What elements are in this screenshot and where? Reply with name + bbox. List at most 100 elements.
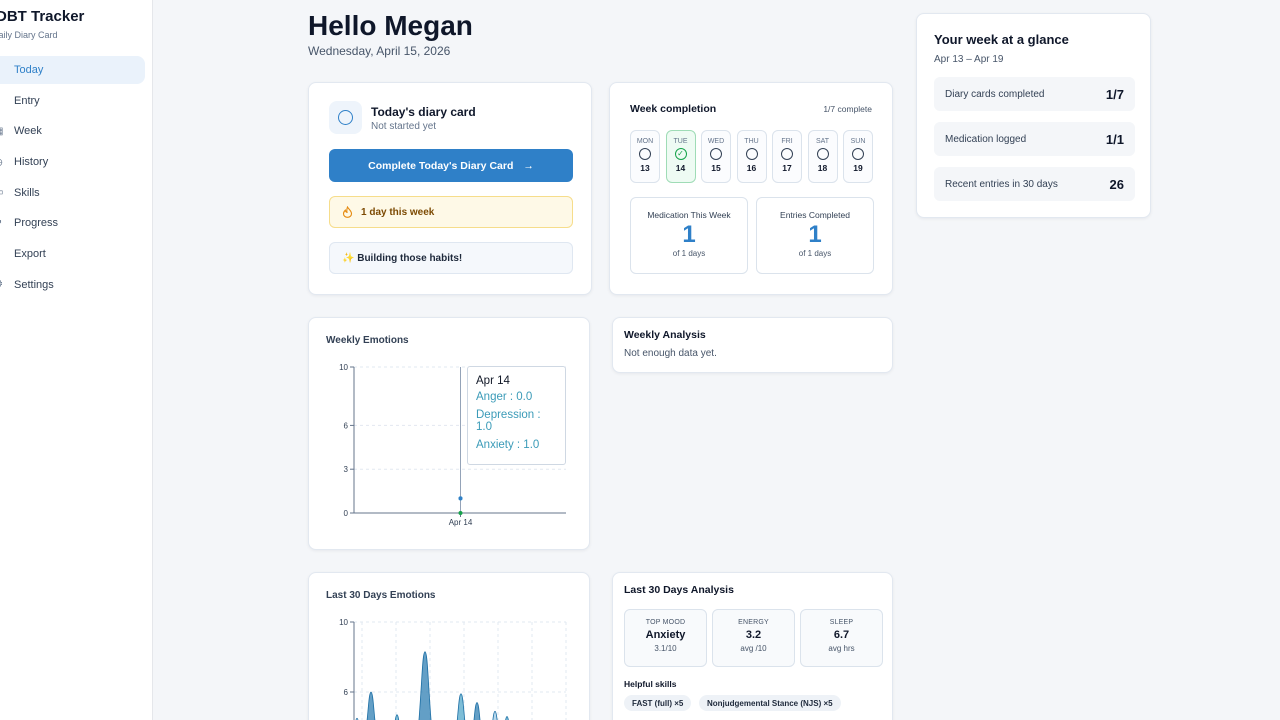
day-thu[interactable]: THU 16 <box>736 130 767 183</box>
day-name: THU <box>744 138 759 145</box>
sidebar-item-label: Progress <box>14 217 59 230</box>
monthly-emotions-panel: Last 30 Days Emotions 6 10 <box>308 572 590 720</box>
app-title: DBT Tracker <box>0 8 85 25</box>
sidebar-item-label: History <box>14 156 49 169</box>
sidebar-item-today[interactable]: ⌂ Today <box>0 56 145 84</box>
sidebar-item-label: Skills <box>14 186 40 199</box>
day-sat[interactable]: SAT 18 <box>807 130 838 183</box>
day-sun[interactable]: SUN 19 <box>843 130 873 183</box>
y-tick-label: 10 <box>339 363 348 372</box>
day-number: 18 <box>817 163 828 173</box>
chart-tooltip: Apr 14 Anger : 0.0 Depression : 1.0 Anxi… <box>467 366 566 465</box>
day-wed[interactable]: WED 15 <box>701 130 731 183</box>
sidebar-item-skills[interactable]: ▭ Skills <box>0 179 145 207</box>
sidebar-item-week[interactable]: ▦ Week <box>0 117 145 145</box>
skill-tag: Nonjudgemental Stance (NJS) ×5 <box>699 695 841 711</box>
day-number: 14 <box>675 163 686 173</box>
area-peak <box>394 714 400 720</box>
sidebar-item-export[interactable]: < Export <box>0 240 145 268</box>
area-peak <box>366 691 376 720</box>
day-name: MON <box>636 138 654 145</box>
circle-icon <box>816 148 829 160</box>
week-days: MON 13 TUE ✓ 14 WED 15 THU 16 FRI 17 SAT 18 SUN 19 <box>630 130 873 183</box>
day-number: 16 <box>746 163 757 173</box>
day-fri[interactable]: FRI 17 <box>772 130 802 183</box>
monthly-emotions-title: Last 30 Days Emotions <box>326 590 436 601</box>
day-name: TUE <box>673 138 688 145</box>
entries-label: Entries Completed <box>780 210 850 220</box>
data-point-anxiety <box>458 496 463 501</box>
area-peak <box>473 702 481 720</box>
gear-icon: ⚙ <box>0 279 8 290</box>
brand: DBT Tracker Daily Diary Card <box>0 8 84 40</box>
weekly-analysis-panel: Weekly Analysis Not enough data yet. <box>612 317 893 373</box>
glance-range: Apr 13 – Apr 19 <box>934 54 1004 65</box>
day-number: 13 <box>640 163 650 173</box>
y-tick-label: 6 <box>344 688 349 697</box>
tooltip-row-anxiety: Anxiety : 1.0 <box>476 439 540 451</box>
glance-row-value: 1/7 <box>1105 86 1124 102</box>
home-icon: ⌂ <box>0 65 8 76</box>
glance-row: Recent entries in 30 days 26 <box>934 167 1135 201</box>
y-tick-label: 3 <box>344 465 349 474</box>
y-tick-label: 0 <box>344 509 349 518</box>
sidebar-item-label: Entry <box>14 94 40 107</box>
glance-row-label: Medication logged <box>945 133 1027 145</box>
weekly-analysis-text: Not enough data yet. <box>624 348 717 359</box>
day-name: SAT <box>815 138 830 145</box>
sidebar-item-label: Settings <box>14 278 54 291</box>
calendar-icon: ▦ <box>0 126 8 137</box>
complete-diary-button[interactable]: Complete Today's Diary Card → <box>329 149 573 182</box>
sidebar-item-settings[interactable]: ⚙ Settings <box>0 271 145 299</box>
document-icon: ▯ <box>0 95 8 106</box>
area-peak <box>505 716 509 720</box>
glance-title: Your week at a glance <box>934 32 1069 47</box>
medication-value: 1 <box>682 221 696 248</box>
day-number: 19 <box>853 163 863 173</box>
day-name: FRI <box>781 138 793 145</box>
trend-icon: ↗ <box>0 218 8 229</box>
mini-label: ENERGY <box>738 619 769 626</box>
week-completion-panel: Week completion 1/7 complete MON 13 TUE ✓ 14… <box>609 82 893 295</box>
medication-sub: of 1 days <box>672 249 706 258</box>
book-icon: ▭ <box>0 187 8 198</box>
mini-value: Anxiety <box>645 629 686 641</box>
glance-row-label: Diary cards completed <box>945 88 1045 100</box>
sidebar-nav: ⌂ Today ▯ Entry ▦ Week ◷ History ▭ Skills ↗ Progres… <box>0 56 145 302</box>
complete-diary-label: Complete Today's Diary Card <box>368 159 514 172</box>
sidebar-item-progress[interactable]: ↗ Progress <box>0 209 145 237</box>
week-completion-title: Week completion <box>630 103 717 115</box>
sidebar-item-label: Export <box>14 248 46 261</box>
glance-panel: Your week at a glance Apr 13 – Apr 19 Di… <box>916 13 1151 218</box>
tooltip-row-depression: Depression : 1.0 <box>476 409 541 433</box>
day-name: WED <box>707 138 725 145</box>
y-tick-label: 10 <box>339 618 348 627</box>
app-subtitle: Daily Diary Card <box>0 30 58 40</box>
y-tick-label: 6 <box>344 421 349 430</box>
habit-text: ✨ Building those habits! <box>342 252 463 264</box>
sidebar-item-entry[interactable]: ▯ Entry <box>0 87 145 115</box>
circle-icon <box>852 148 864 160</box>
tooltip-date: Apr 14 <box>476 375 510 387</box>
share-icon: < <box>0 249 8 260</box>
sidebar: DBT Tracker Daily Diary Card ⌂ Today ▯ Entr… <box>0 0 153 720</box>
data-point-anger <box>458 511 463 515</box>
mini-label: TOP MOOD <box>645 619 686 626</box>
arrow-right-icon: → <box>523 159 534 172</box>
diary-card-title: Today's diary card <box>371 105 476 119</box>
entries-sub: of 1 days <box>798 249 832 258</box>
diary-card-panel: Today's diary card Not started yet Compl… <box>308 82 592 295</box>
glance-row: Medication logged 1/1 <box>934 122 1135 156</box>
day-tue[interactable]: TUE ✓ 14 <box>665 130 696 183</box>
monthly-emotions-chart: 6 10 <box>339 618 567 720</box>
area-peak <box>492 710 498 720</box>
stat-top-mood: TOP MOOD Anxiety 3.1/10 <box>624 609 707 667</box>
stat-energy: ENERGY 3.2 avg /10 <box>712 609 795 667</box>
glance-row: Diary cards completed 1/7 <box>934 77 1135 111</box>
sidebar-item-label: Week <box>14 125 42 138</box>
current-date: Wednesday, April 15, 2026 <box>308 44 451 58</box>
day-mon[interactable]: MON 13 <box>630 130 660 183</box>
habit-message: ✨ Building those habits! <box>329 242 573 274</box>
circle-icon <box>710 148 722 160</box>
sidebar-item-history[interactable]: ◷ History <box>0 148 145 176</box>
